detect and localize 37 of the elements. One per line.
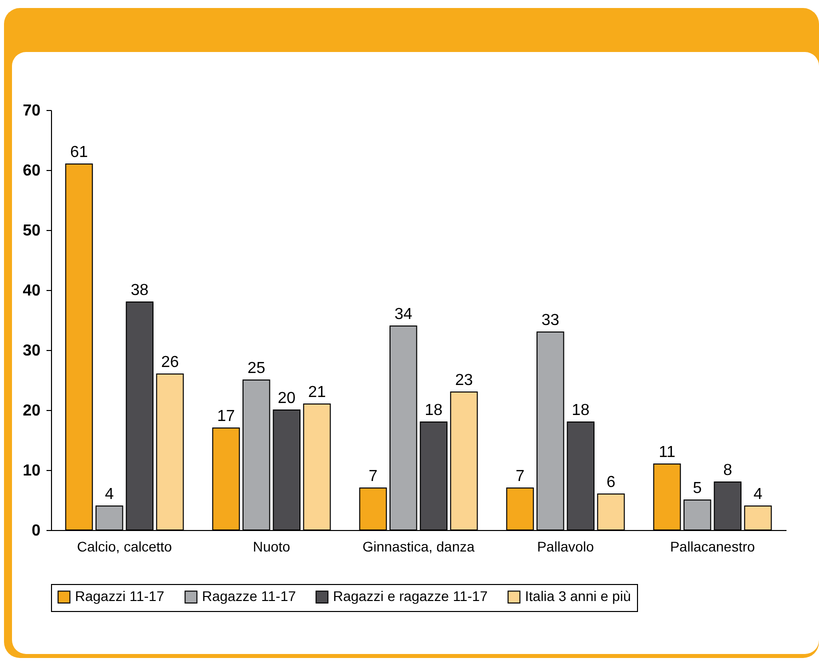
y-tick-label: 50 — [22, 222, 41, 240]
y-tick-label: 60 — [22, 162, 41, 180]
data-label: 18 — [424, 402, 443, 419]
data-label: 7 — [368, 468, 378, 485]
data-label: 26 — [161, 354, 179, 371]
data-label: 25 — [247, 360, 266, 377]
x-tick-label: Pallavolo — [537, 538, 594, 554]
data-label: 7 — [516, 468, 525, 485]
data-label: 8 — [723, 462, 732, 479]
data-label: 17 — [217, 408, 236, 425]
x-tick-label: Ginnastica, danza — [362, 538, 475, 554]
data-label: 4 — [754, 486, 763, 503]
legend-label: Ragazzi 11-17 — [75, 588, 164, 604]
y-tick-label: 20 — [22, 402, 41, 420]
data-label: 21 — [308, 384, 326, 401]
data-label: 18 — [572, 402, 590, 419]
legend-label: Ragazze 11-17 — [202, 588, 296, 604]
data-label: 4 — [104, 486, 114, 503]
data-label: 20 — [278, 390, 296, 407]
legend-label: Italia 3 anni e più — [525, 588, 631, 604]
data-label: 23 — [455, 372, 473, 389]
data-label: 34 — [394, 306, 412, 323]
x-tick-label: Calcio, calcetto — [77, 538, 172, 554]
data-label: 38 — [130, 282, 149, 299]
data-label: 6 — [606, 474, 616, 491]
y-tick-label: 30 — [22, 342, 41, 360]
y-tick-label: 40 — [22, 282, 41, 300]
x-tick-label: Pallacanestro — [670, 538, 756, 554]
x-tick-label: Nuoto — [252, 538, 290, 554]
data-label: 5 — [692, 480, 702, 497]
data-label: 61 — [70, 144, 88, 161]
y-tick-label: 0 — [32, 522, 41, 540]
legend-label: Ragazzi e ragazze 11-17 — [333, 588, 488, 604]
data-label: 33 — [541, 312, 560, 329]
y-tick-label: 70 — [22, 102, 41, 120]
y-tick-label: 10 — [22, 462, 41, 480]
data-label: 11 — [658, 444, 676, 461]
